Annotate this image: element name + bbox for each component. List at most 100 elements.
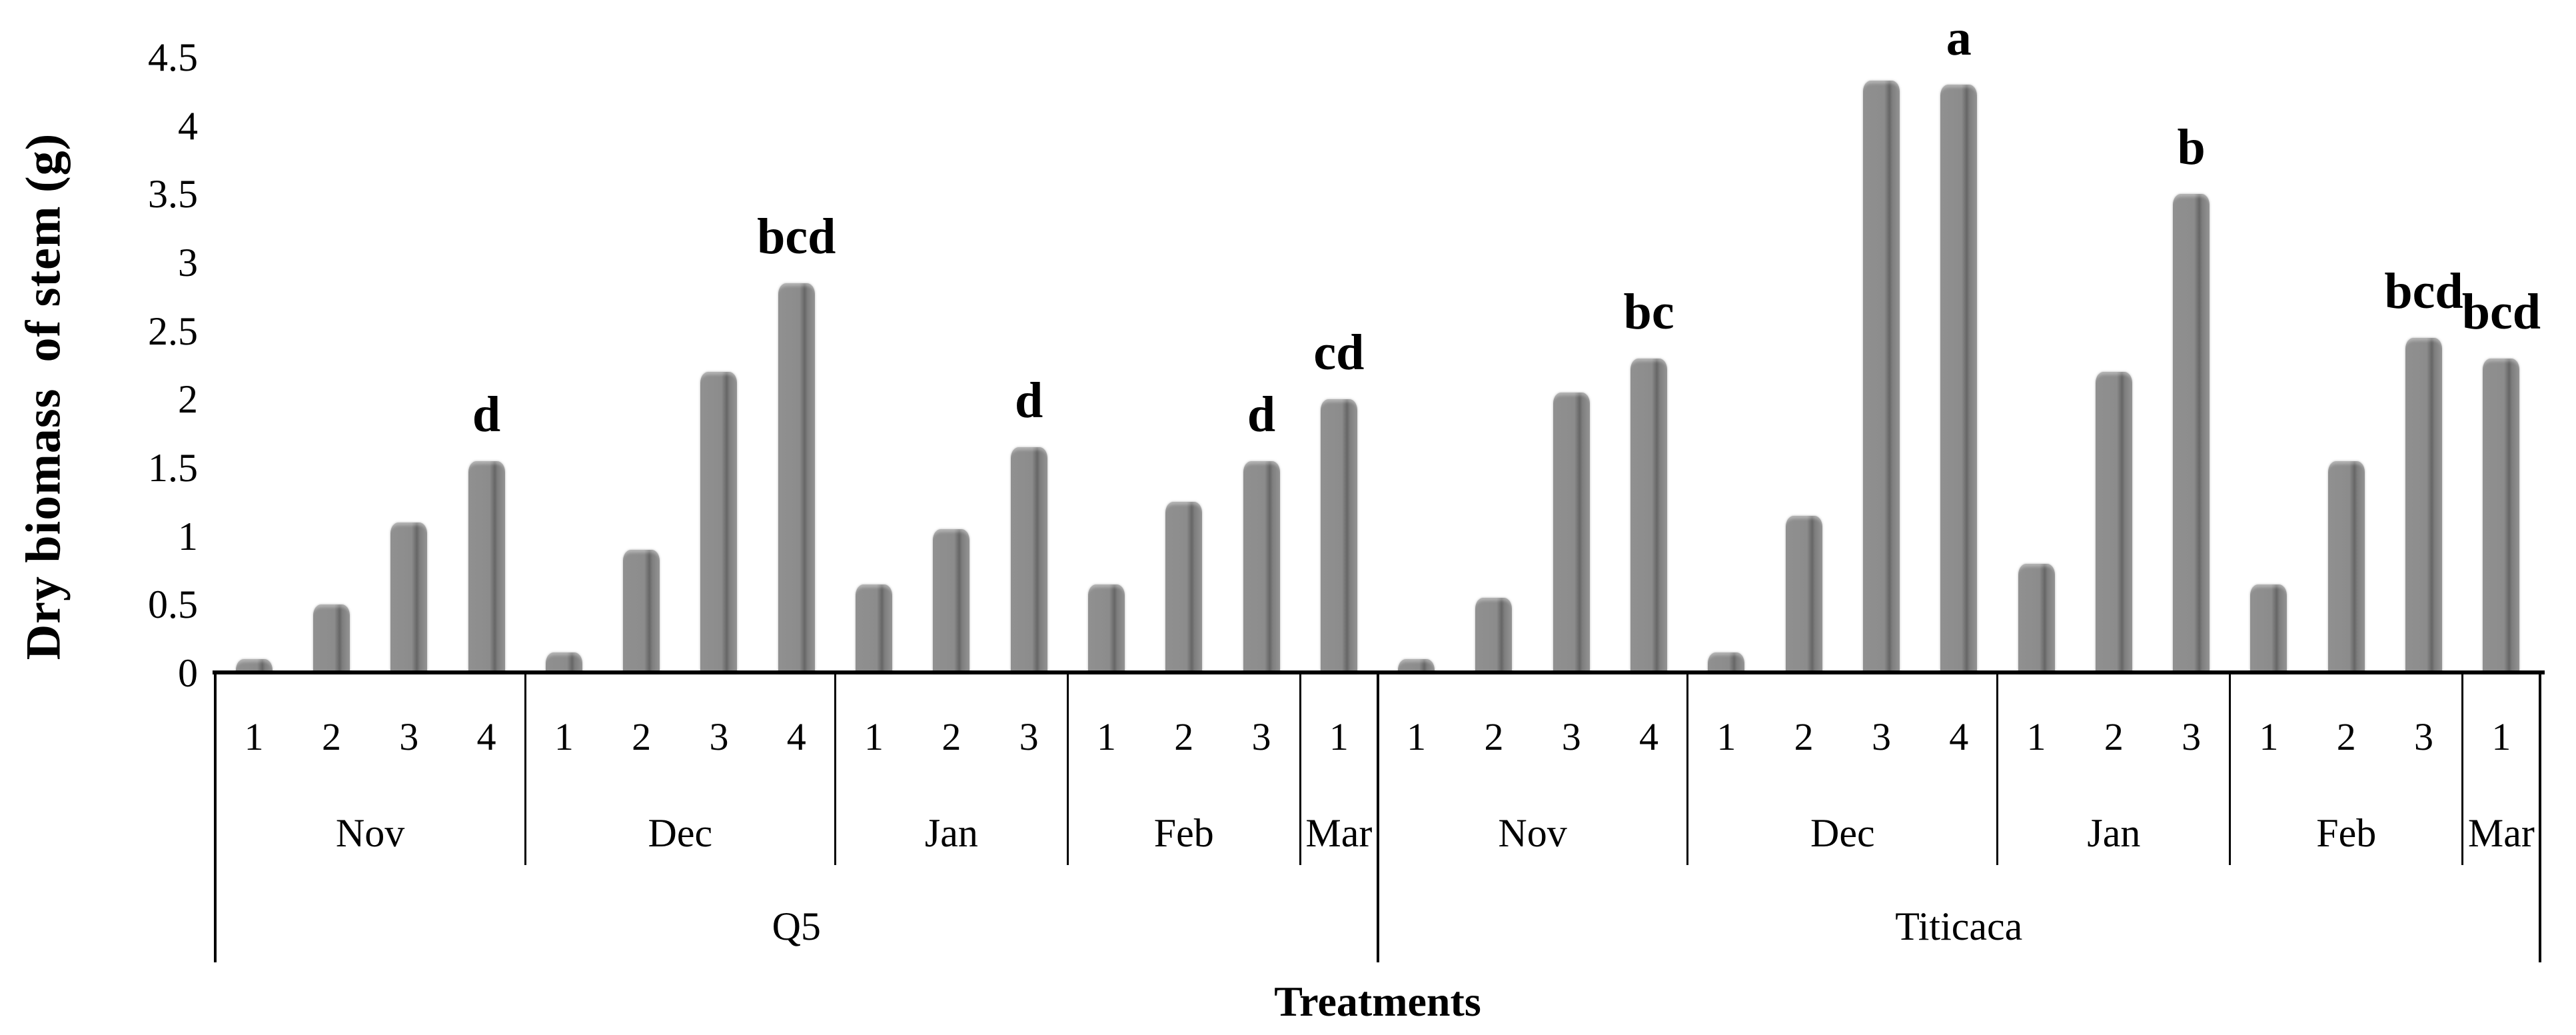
- bar-q5-nov-1: [235, 659, 273, 673]
- bar-titicaca-jan-1: [2018, 563, 2055, 673]
- y-tick-label-3: 3: [178, 241, 198, 285]
- month-separator: [1299, 670, 1301, 865]
- bar-titicaca-feb-2: [2327, 461, 2365, 673]
- bar-q5-feb-1: [1087, 584, 1125, 673]
- treatment-number-label: 2: [1484, 714, 1504, 758]
- significance-letter-d-q5-nov: d: [472, 386, 501, 443]
- treatment-number-label: 3: [1251, 714, 1271, 758]
- treatment-number-label: 2: [2104, 714, 2124, 758]
- bar-titicaca-dec-4: [1940, 85, 1978, 673]
- significance-letter-d-q5-feb: d: [1247, 386, 1276, 443]
- bar-titicaca-nov-4: [1630, 358, 1668, 673]
- significance-letter-b-titicaca-jan: b: [2177, 119, 2206, 176]
- bar-titicaca-dec-3: [1862, 80, 1900, 673]
- treatment-number-label: 3: [1561, 714, 1581, 758]
- bar-q5-dec-2: [623, 550, 660, 673]
- bar-titicaca-feb-1: [2250, 584, 2287, 673]
- bar-q5-jan-2: [933, 529, 970, 673]
- treatment-number-label: 3: [1871, 714, 1891, 758]
- bar-titicaca-dec-1: [1708, 652, 1745, 673]
- bar-titicaca-jan-2: [2095, 372, 2132, 673]
- bar-q5-dec-1: [545, 652, 582, 673]
- treatment-number-label: 2: [1794, 714, 1814, 758]
- significance-letter-bcd-titicaca-feb: bcd: [2384, 263, 2463, 319]
- treatment-number-label: 4: [1639, 714, 1659, 758]
- significance-letter-a-titicaca-dec: a: [1946, 10, 1972, 67]
- bar-q5-feb-3: [1243, 461, 1280, 673]
- group-separator: [214, 670, 217, 962]
- treatment-number-label: 4: [1949, 714, 1969, 758]
- y-tick-label-0: 0: [178, 651, 198, 695]
- month-label-titicaca-jan: Jan: [2087, 810, 2141, 855]
- bar-q5-nov-4: [468, 461, 505, 673]
- significance-letter-d-q5-jan: d: [1015, 373, 1043, 429]
- treatment-number-label: 1: [2026, 714, 2046, 758]
- bar-titicaca-mar-1: [2483, 358, 2520, 673]
- month-label-q5-jan: Jan: [924, 810, 978, 855]
- treatment-number-label: 2: [2336, 714, 2356, 758]
- month-separator: [2461, 670, 2464, 865]
- treatment-number-label: 1: [864, 714, 884, 758]
- treatment-number-label: 3: [399, 714, 419, 758]
- plot-area: d bcd d d cd bc a b bcd bcd: [215, 13, 2541, 673]
- month-separator: [834, 670, 836, 865]
- bar-q5-dec-4: [778, 283, 815, 673]
- treatment-number-label: 1: [1329, 714, 1349, 758]
- month-separator: [2229, 670, 2232, 865]
- month-label-q5-feb: Feb: [1153, 810, 1214, 855]
- treatment-number-label: 4: [786, 714, 806, 758]
- month-separator: [1996, 670, 1999, 865]
- y-tick-label-4.5: 4.5: [148, 35, 198, 79]
- treatment-number-label: 1: [2259, 714, 2279, 758]
- month-label-q5-mar: Mar: [1305, 810, 1373, 855]
- treatment-number-label: 3: [1019, 714, 1039, 758]
- bar-titicaca-feb-3: [2405, 337, 2443, 673]
- treatment-number-label: 3: [2182, 714, 2202, 758]
- group-separator: [2539, 670, 2541, 962]
- bar-titicaca-jan-3: [2173, 194, 2210, 673]
- bar-titicaca-nov-3: [1553, 393, 1590, 673]
- bar-q5-nov-2: [313, 604, 350, 673]
- treatment-number-label: 1: [1716, 714, 1736, 758]
- y-tick-label-2: 2: [178, 377, 198, 422]
- significance-letter-bcd-q5-dec: bcd: [757, 208, 836, 265]
- treatment-number-label: 2: [321, 714, 341, 758]
- month-separator: [1066, 670, 1069, 865]
- x-axis-title: Treatments: [1274, 978, 1481, 1025]
- bar-q5-dec-3: [700, 372, 738, 673]
- treatment-number-label: 1: [1407, 714, 1427, 758]
- y-tick-label-1: 1: [178, 514, 198, 558]
- treatment-number-label: 2: [632, 714, 652, 758]
- group-label-q5: Q5: [772, 904, 821, 948]
- bar-titicaca-nov-1: [1398, 659, 1435, 673]
- treatment-number-label: 3: [2414, 714, 2434, 758]
- treatment-number-label: 1: [2491, 714, 2511, 758]
- significance-letter-bc-titicaca-nov: bc: [1623, 283, 1674, 340]
- month-label-q5-nov: Nov: [335, 810, 405, 855]
- month-label-titicaca-nov: Nov: [1498, 810, 1567, 855]
- bar-titicaca-dec-2: [1785, 515, 1822, 673]
- treatment-number-label: 3: [709, 714, 729, 758]
- month-separator: [1686, 670, 1689, 865]
- treatment-number-label: 2: [942, 714, 962, 758]
- treatment-number-label: 1: [1096, 714, 1116, 758]
- significance-letter-bcd-titicaca-mar: bcd: [2461, 283, 2541, 340]
- group-label-titicaca: Titicaca: [1895, 904, 2023, 948]
- y-tick-label-2.5: 2.5: [148, 309, 198, 353]
- y-tick-label-0.5: 0.5: [148, 582, 198, 627]
- treatment-number-label: 1: [244, 714, 264, 758]
- treatment-number-label: 2: [1174, 714, 1194, 758]
- bar-q5-jan-1: [856, 584, 893, 673]
- bar-q5-mar-1: [1320, 399, 1357, 673]
- month-label-titicaca-feb: Feb: [2316, 810, 2377, 855]
- month-label-titicaca-dec: Dec: [1810, 810, 1875, 855]
- bar-q5-jan-3: [1010, 447, 1047, 673]
- bar-titicaca-nov-2: [1475, 598, 1513, 673]
- y-tick-label-1.5: 1.5: [148, 446, 198, 490]
- bar-q5-feb-2: [1165, 502, 1203, 673]
- treatment-number-label: 4: [476, 714, 496, 758]
- significance-letter-cd-q5-mar: cd: [1313, 325, 1365, 381]
- bar-q5-nov-3: [390, 522, 428, 673]
- month-separator: [524, 670, 526, 865]
